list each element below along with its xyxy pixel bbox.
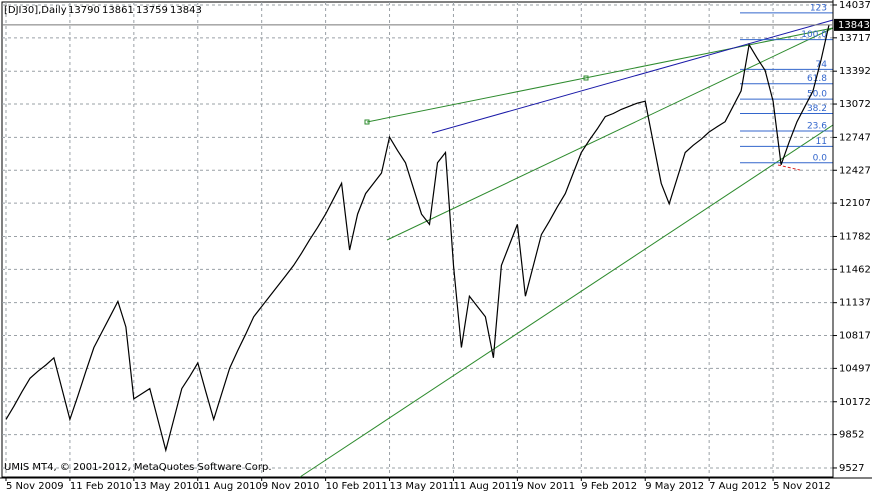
anchor	[364, 119, 370, 125]
ohlc-low: 13759	[136, 5, 168, 16]
y-tick-label: 9852	[839, 430, 864, 441]
y-tick-label: 12747	[839, 132, 871, 143]
x-tick-label: 5 Nov 2009	[6, 481, 64, 492]
price-line	[5, 24, 830, 453]
y-tick-label: 10817	[839, 331, 871, 342]
fib-label: 38.2	[807, 104, 827, 114]
ohlc-high: 13861	[102, 5, 134, 16]
fib-label: 100.0	[801, 30, 827, 40]
x-tick-label: 9 Feb 2012	[581, 481, 637, 492]
y-tick-label: 12107	[839, 198, 871, 209]
channel-line	[366, 27, 834, 123]
channel-line	[299, 124, 834, 478]
x-tick-label: 11 Aug 2010	[198, 481, 262, 492]
y-tick-label: 14037	[839, 0, 871, 11]
y-tick-label: 10172	[839, 397, 871, 408]
anchor	[583, 75, 589, 81]
x-tick-label: 11 Aug 2011	[453, 481, 517, 492]
x-tick-label: 7 Aug 2012	[709, 481, 767, 492]
fib-levels: 123 100.0 74 61.8 50.0 38.2 23.6 11 0.0	[740, 3, 833, 164]
y-tick-label: 10497	[839, 363, 871, 374]
ohlc-close: 13843	[170, 5, 202, 16]
ohlc-open: 13790	[68, 5, 100, 16]
price-series	[5, 24, 830, 453]
y-tick-label: 13392	[839, 66, 871, 77]
trend-lines	[299, 19, 834, 478]
plot-frame	[1, 1, 834, 478]
x-tick-label: 13 May 2010	[134, 481, 199, 492]
close-tag	[834, 18, 870, 31]
y-tick-label: 12427	[839, 165, 871, 176]
y-tick-label: 13717	[839, 33, 871, 44]
x-tick-label: 10 Feb 2011	[326, 481, 388, 492]
y-tick-label: 11462	[839, 264, 871, 275]
fib-label: 50.0	[807, 90, 827, 100]
fib-base	[777, 164, 801, 171]
x-tick-label: 9 May 2012	[645, 481, 704, 492]
x-tick-label: 9 Nov 2010	[262, 481, 320, 492]
fib-label: 0.0	[813, 153, 828, 163]
y-tick-label: 13072	[839, 99, 871, 110]
y-tick-label: 11137	[839, 298, 871, 309]
close-tag-label: 13843	[838, 20, 870, 31]
fib-label: 74	[816, 60, 828, 70]
fib-label: 123	[810, 3, 827, 13]
x-tick-label: 9 Nov 2011	[517, 481, 575, 492]
fib-label: 11	[816, 137, 827, 147]
x-tick-label: 13 May 2011	[390, 481, 455, 492]
footer: UMIS MT4, © 2001-2012, MetaQuotes Softwa…	[4, 462, 272, 473]
fib-label: 61.8	[807, 74, 827, 84]
y-tick-label: 11782	[839, 231, 871, 242]
chart-title: [DJI30],Daily	[4, 5, 67, 16]
grid	[2, 2, 833, 477]
channel-line	[431, 19, 834, 134]
channel-line	[386, 27, 834, 241]
y-tick-label: 9527	[839, 463, 864, 474]
x-tick-label: 5 Nov 2012	[773, 481, 831, 492]
x-tick-label: 11 Feb 2010	[70, 481, 132, 492]
fib-label: 23.6	[807, 121, 827, 131]
